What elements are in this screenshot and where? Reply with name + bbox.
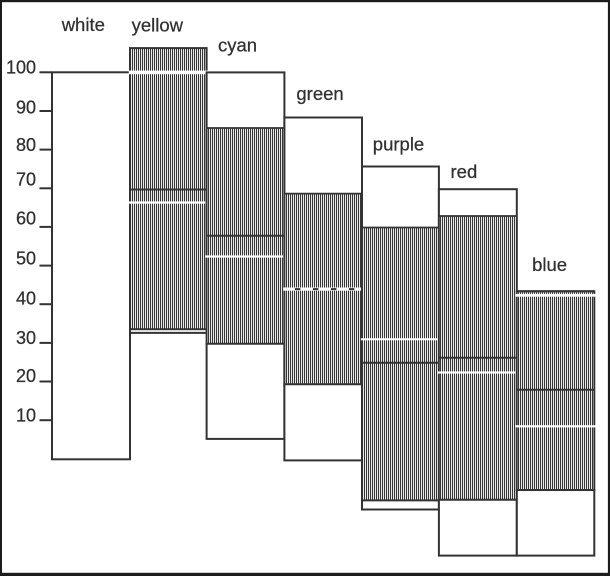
svg-text:70: 70 bbox=[16, 170, 36, 190]
svg-text:white: white bbox=[61, 14, 105, 35]
svg-text:cyan: cyan bbox=[218, 35, 257, 56]
svg-text:40: 40 bbox=[16, 288, 36, 308]
svg-text:blue: blue bbox=[532, 254, 567, 275]
svg-text:yellow: yellow bbox=[132, 15, 184, 36]
svg-text:20: 20 bbox=[16, 366, 36, 386]
svg-text:green: green bbox=[296, 83, 343, 104]
svg-text:80: 80 bbox=[16, 135, 36, 155]
svg-text:purple: purple bbox=[373, 133, 424, 154]
svg-text:30: 30 bbox=[16, 328, 36, 348]
svg-text:red: red bbox=[451, 161, 478, 182]
svg-text:50: 50 bbox=[16, 249, 36, 269]
svg-text:10: 10 bbox=[16, 406, 36, 426]
svg-text:90: 90 bbox=[16, 98, 36, 118]
svg-text:100: 100 bbox=[6, 57, 36, 77]
svg-text:60: 60 bbox=[16, 208, 36, 228]
